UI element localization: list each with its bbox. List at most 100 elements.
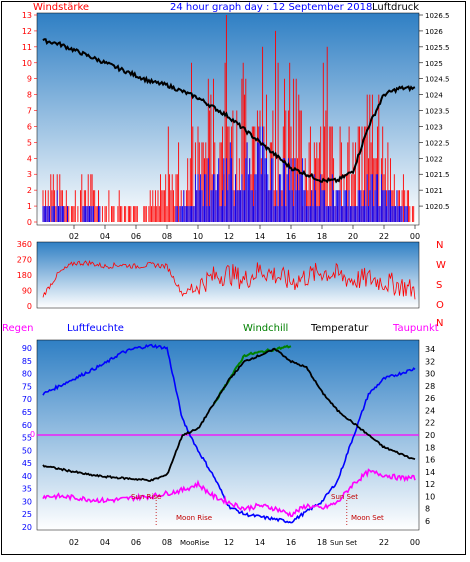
p1-left-tick: 7 — [27, 107, 32, 116]
p1-left-tick: 11 — [22, 43, 32, 52]
p3-x-tick: 06 — [131, 538, 141, 547]
p1-left-tick: 3 — [27, 170, 32, 179]
p3-x-tick: 04 — [100, 538, 110, 547]
p1-x-tick: 16 — [286, 232, 296, 241]
p3-x-tick: 16 — [286, 538, 296, 547]
p1-x-tick: 06 — [131, 232, 141, 241]
p3-left-tick: 80 — [22, 370, 32, 379]
p3-left-tick: 75 — [22, 382, 32, 391]
p2-left-tick: 180 — [17, 271, 32, 280]
sun-set-axis-label: Sun Set — [330, 539, 357, 547]
legend-luftfeuchte: Luftfeuchte — [67, 323, 124, 334]
p1-left-tick: 5 — [27, 138, 32, 147]
p1-left-tick: 13 — [22, 11, 32, 20]
p3-right-tick: 8 — [425, 505, 430, 514]
p3-right-tick: 10 — [425, 492, 435, 501]
p2-compass-label: S — [436, 280, 442, 291]
p3-right-tick: 22 — [425, 419, 435, 428]
p1-x-tick: 20 — [348, 232, 358, 241]
legend-temperatur: Temperatur — [310, 323, 369, 334]
p2-left-tick: 270 — [17, 256, 32, 265]
p3-right-tick: 18 — [425, 443, 435, 452]
p2-compass-label: O — [436, 300, 444, 311]
p3-right-tick: 30 — [425, 370, 435, 379]
p1-x-tick: 08 — [162, 232, 172, 241]
p1-left-tick: 0 — [27, 218, 32, 227]
pressure-line — [42, 38, 416, 184]
p1-x-tick: 10 — [193, 232, 203, 241]
wind-gust-bars — [42, 126, 408, 222]
zero-marker: 0 — [30, 430, 35, 439]
p3-left-tick: 20 — [22, 523, 32, 532]
p1-x-tick: 14 — [255, 232, 265, 241]
p3-x-tick: 12 — [224, 538, 234, 547]
p3-right-tick: 28 — [425, 382, 435, 391]
p1-left-tick: 6 — [27, 122, 32, 131]
moon-rise-axis-label: MooRise — [180, 539, 209, 547]
p3-x-tick: 08 — [162, 538, 172, 547]
p1-x-tick: 22 — [379, 232, 389, 241]
humidity-line — [42, 343, 416, 524]
p1-x-tick: 04 — [100, 232, 110, 241]
p1-left-tick: 8 — [27, 91, 32, 100]
p1-x-tick: 00 — [410, 232, 420, 241]
p2-left-tick: 360 — [17, 240, 32, 249]
p1-right-tick: 1021.5 — [425, 171, 450, 179]
p1-right-tick: 1022 — [425, 155, 443, 163]
right-title: Luftdruck — [372, 2, 419, 13]
left-title: Windstärke — [33, 2, 89, 13]
p3-right-tick: 34 — [425, 345, 435, 354]
p1-left-tick: 2 — [27, 186, 32, 195]
p1-left-tick: 9 — [27, 75, 32, 84]
p3-x-tick: 00 — [410, 538, 420, 547]
p1-right-tick: 1023 — [425, 123, 443, 131]
p2-compass-label: N — [436, 318, 443, 329]
p3-right-tick: 14 — [425, 468, 435, 477]
p3-left-tick: 50 — [22, 446, 32, 455]
p3-right-tick: 32 — [425, 357, 435, 366]
legend-regen: Regen — [2, 323, 34, 334]
p3-left-tick: 30 — [22, 497, 32, 506]
wind-direction-line — [42, 260, 416, 300]
p3-x-tick: 02 — [69, 538, 79, 547]
p1-right-tick: 1024 — [425, 92, 443, 100]
p3-left-tick: 60 — [22, 421, 32, 430]
p3-right-tick: 6 — [425, 517, 430, 526]
p1-right-tick: 1026.5 — [425, 12, 450, 20]
p3-left-tick: 45 — [22, 459, 32, 468]
p3-x-tick: 22 — [379, 538, 389, 547]
sun-rise-label: Sun Rise — [131, 493, 161, 501]
p1-right-tick: 1020.5 — [425, 203, 450, 211]
p1-x-tick: 02 — [69, 232, 79, 241]
p1-left-tick: 12 — [22, 27, 32, 36]
legend-windchill: Windchill — [243, 323, 288, 334]
moon-rise-label: Moon Rise — [176, 514, 212, 522]
center-title: 24 hour graph day : 12 September 2018 — [170, 2, 372, 13]
p3-left-tick: 40 — [22, 472, 32, 481]
p1-right-tick: 1026 — [425, 28, 443, 36]
p3-x-tick: 14 — [255, 538, 265, 547]
p3-left-tick: 35 — [22, 485, 32, 494]
p1-right-tick: 1023.5 — [425, 108, 450, 116]
p1-x-tick: 18 — [317, 232, 327, 241]
p3-right-tick: 12 — [425, 480, 435, 489]
p3-x-tick: 18 — [317, 538, 327, 547]
sun-set-label: Sun Set — [331, 493, 358, 501]
chart-frame — [1, 1, 466, 555]
p1-x-tick: 12 — [224, 232, 234, 241]
p1-right-tick: 1022.5 — [425, 139, 450, 147]
p2-compass-label: N — [436, 240, 443, 251]
p1-left-tick: 1 — [27, 202, 32, 211]
dewpoint-line — [42, 468, 416, 518]
p3-left-tick: 85 — [22, 357, 32, 366]
p2-left-tick: 0 — [27, 302, 32, 311]
p1-right-tick: 1024.5 — [425, 76, 450, 84]
p3-left-tick: 70 — [22, 395, 32, 404]
p3-left-tick: 90 — [22, 344, 32, 353]
p3-left-tick: 65 — [22, 408, 32, 417]
moon-set-label: Moon Set — [351, 514, 384, 522]
p1-left-tick: 10 — [22, 59, 32, 68]
p1-right-tick: 1025.5 — [425, 44, 450, 52]
legend-taupunkt: Taupunkt — [392, 323, 439, 334]
panel-wind-direction — [36, 241, 420, 309]
